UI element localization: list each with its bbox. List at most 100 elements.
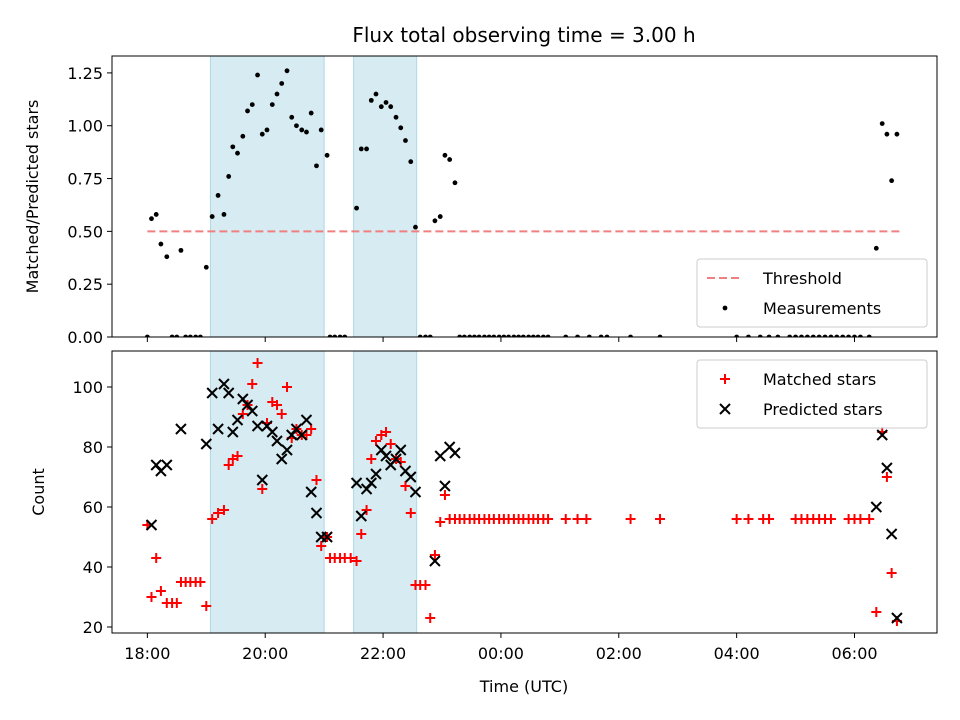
data-point <box>318 127 324 133</box>
y-tick-label: 80 <box>83 438 103 457</box>
x-tick-label: 06:00 <box>831 644 877 663</box>
data-point <box>366 454 377 464</box>
data-point <box>240 133 246 139</box>
data-point <box>361 505 372 515</box>
data-point <box>279 81 285 86</box>
legend-marker <box>722 305 728 311</box>
data-point <box>257 484 268 494</box>
data-point <box>209 214 215 219</box>
data-point <box>197 334 203 337</box>
data-point <box>200 438 212 450</box>
legend-marker <box>719 403 731 415</box>
data-point <box>230 144 236 150</box>
ratio-panel: 0.00 0.25 0.50 0.75 1.00 1.25 Matched/Predicte… <box>23 55 938 347</box>
data-point <box>226 174 232 179</box>
data-point <box>586 334 592 337</box>
data-point <box>395 444 407 456</box>
y-tick-label: 0.25 <box>67 275 103 294</box>
data-point <box>247 379 258 389</box>
data-point <box>264 127 270 133</box>
data-point <box>575 334 580 337</box>
data-point <box>146 592 157 602</box>
data-point <box>657 334 663 337</box>
data-point <box>266 426 278 438</box>
data-point <box>655 514 666 524</box>
legend-marker <box>720 374 730 384</box>
data-point <box>171 598 182 608</box>
data-point <box>249 102 255 107</box>
data-point <box>304 129 309 135</box>
data-point <box>144 334 150 337</box>
data-point <box>452 180 458 186</box>
data-point <box>300 414 313 426</box>
data-point <box>482 334 487 337</box>
data-point <box>151 553 162 563</box>
data-point <box>496 334 502 337</box>
data-point <box>432 218 438 224</box>
y-tick-label: 1.00 <box>67 117 103 136</box>
data-point <box>543 514 554 524</box>
data-point <box>408 159 414 165</box>
data-point <box>405 471 417 483</box>
data-point <box>420 580 431 590</box>
data-point <box>540 334 546 337</box>
data-point <box>822 334 828 337</box>
data-point <box>246 405 258 417</box>
data-point <box>385 439 396 449</box>
data-point <box>223 460 234 470</box>
data-point <box>175 423 187 435</box>
data-point <box>294 123 299 129</box>
data-point <box>276 453 288 465</box>
count-panel: 20 40 60 80 100 18:00 20:00 22:00 00:00 02:00 04:0… <box>29 350 938 663</box>
chart-title: Flux total observing time = 3.00 h <box>352 23 695 47</box>
data-point <box>380 450 392 462</box>
y-tick-label: 40 <box>83 558 103 577</box>
data-point <box>775 334 781 337</box>
data-point <box>886 568 897 578</box>
data-point <box>237 409 248 419</box>
y-tick-label: 0.50 <box>67 222 103 241</box>
data-point <box>183 334 189 337</box>
data-point <box>218 378 230 390</box>
y-tick-label: 0.75 <box>67 170 103 189</box>
data-point <box>164 254 170 260</box>
data-point <box>281 444 293 456</box>
data-point <box>371 436 381 446</box>
data-point <box>314 163 319 169</box>
data-point <box>345 553 356 563</box>
data-point <box>879 121 885 127</box>
data-point <box>405 508 416 518</box>
data-point <box>799 334 804 337</box>
data-point <box>213 508 224 518</box>
data-point <box>364 146 369 152</box>
data-point <box>373 91 379 97</box>
data-point <box>187 334 193 337</box>
data-point <box>625 514 636 524</box>
data-point <box>252 358 263 368</box>
data-point <box>274 91 280 97</box>
data-point <box>305 486 317 498</box>
data-point <box>327 334 333 337</box>
data-point <box>276 409 287 419</box>
data-point <box>215 193 221 198</box>
data-point <box>572 514 583 524</box>
data-point <box>425 613 436 623</box>
data-point <box>467 334 473 337</box>
data-point <box>560 514 571 524</box>
data-point <box>449 447 461 459</box>
data-point <box>413 224 418 230</box>
data-point <box>272 400 282 410</box>
data-point <box>437 214 443 219</box>
data-point <box>174 334 180 337</box>
data-point <box>442 152 448 158</box>
data-point <box>417 334 423 337</box>
data-point <box>598 334 604 337</box>
data-point <box>350 477 363 489</box>
legend-label: Measurements <box>763 299 881 318</box>
data-point <box>828 334 834 337</box>
data-point <box>390 453 402 465</box>
data-point <box>731 514 742 524</box>
data-point <box>311 475 322 485</box>
data-point <box>628 334 633 337</box>
